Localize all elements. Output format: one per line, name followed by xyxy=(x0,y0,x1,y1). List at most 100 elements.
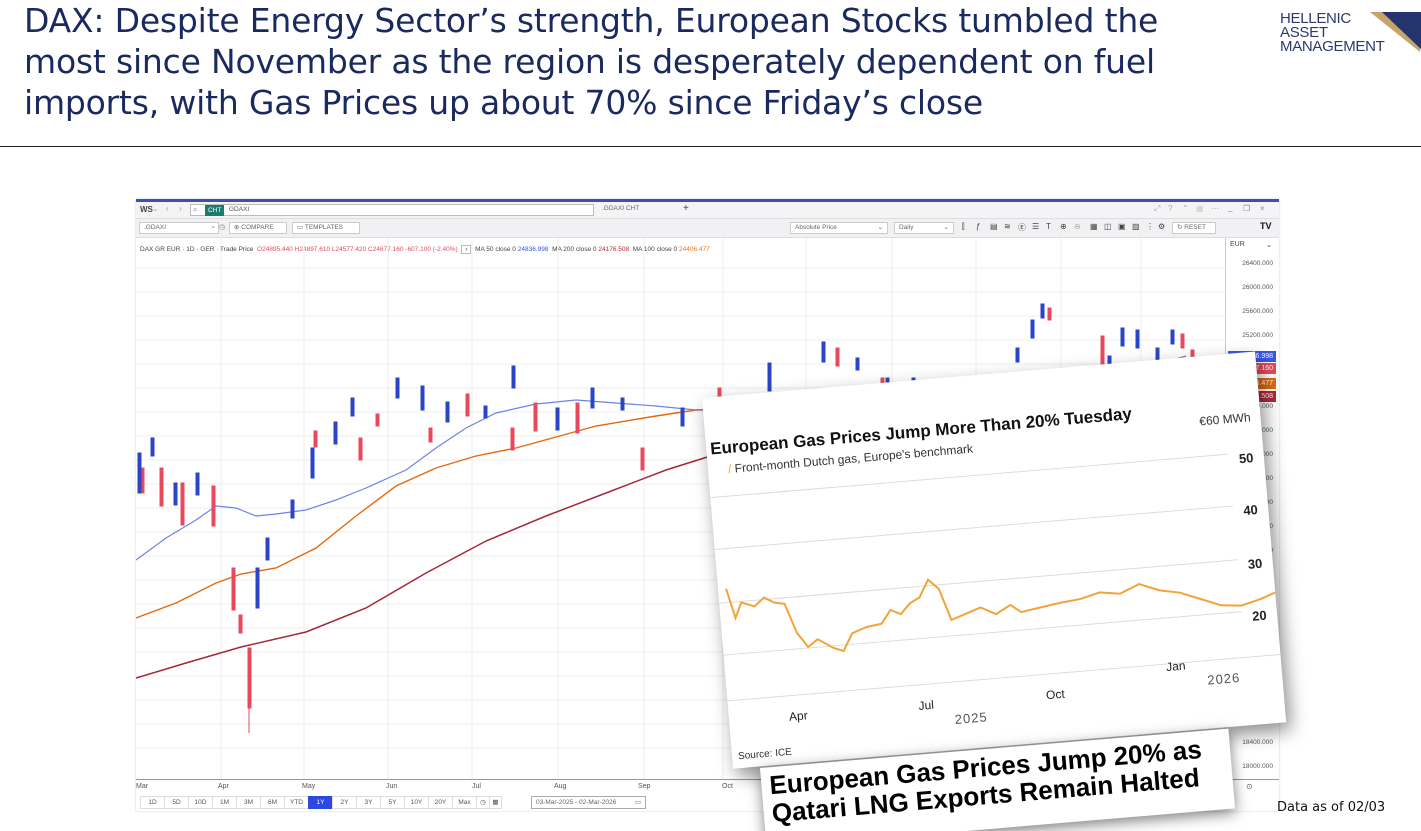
cht-badge: CHT xyxy=(205,205,225,216)
gas-year-label: 2025 xyxy=(954,709,989,727)
calendar-grid-icon[interactable]: ▦ xyxy=(489,796,502,809)
ma100-value: 24406.477 xyxy=(678,246,710,253)
price-type-select[interactable]: Absolute Price ⌄ xyxy=(790,222,888,234)
zoom-in-icon[interactable]: ⊕ xyxy=(1060,222,1067,231)
candle-type-icon[interactable]: ⫿ xyxy=(962,222,965,231)
range-1y[interactable]: 1Y xyxy=(308,796,332,809)
grid-icon[interactable]: ▦ xyxy=(1196,204,1204,213)
range-1m[interactable]: 1M xyxy=(212,796,236,809)
lines-icon[interactable]: ☰ xyxy=(1032,222,1040,231)
y-tick: 18400.000 xyxy=(1242,739,1273,746)
range-6m[interactable]: 6M xyxy=(260,796,284,809)
y-tick: 25200.000 xyxy=(1242,332,1273,339)
search-value: GDAXI xyxy=(229,206,250,213)
link-icon[interactable]: ⤢ xyxy=(1154,204,1161,213)
slide-title: DAX: Despite Energy Sector’s strength, E… xyxy=(24,1,1159,122)
ma100-label: MA 100 close 0 xyxy=(632,246,678,253)
back-arrow-icon[interactable]: ‹ xyxy=(166,204,169,213)
more-vertical-icon[interactable]: ⋮ xyxy=(1146,222,1154,231)
forward-arrow-icon[interactable]: › xyxy=(179,204,182,213)
command-search-input[interactable]: ⌕ CHT GDAXI xyxy=(190,204,594,216)
more-icon[interactable]: ⋯ xyxy=(1211,204,1219,213)
range-ytd[interactable]: YTD xyxy=(284,796,308,809)
legend-low: L24577.420 xyxy=(331,246,367,253)
search-icon: ⌕ xyxy=(193,205,198,214)
gear-icon[interactable]: ⚙ xyxy=(1158,222,1166,231)
legend-instrument: DAX GR EUR · 1D · GER · Trade Price xyxy=(140,246,254,253)
gas-x-tick: Jan xyxy=(1165,658,1187,675)
minimize-icon[interactable]: _ xyxy=(1228,203,1233,212)
indicator-icon[interactable]: ƒ xyxy=(976,222,981,231)
workspace-menu[interactable]: WS xyxy=(140,205,153,214)
reset-label: RESET xyxy=(1184,224,1206,231)
export-icon[interactable]: ▣ xyxy=(1118,222,1126,231)
chart-settings-icon[interactable]: ▨ xyxy=(1132,222,1140,231)
help-icon[interactable]: ? xyxy=(1168,204,1173,213)
range-5d[interactable]: 5D xyxy=(164,796,188,809)
study-icon[interactable]: ≋ xyxy=(1004,222,1011,231)
close-icon[interactable]: × xyxy=(1260,204,1265,213)
logo-text: HELLENIC ASSET MANAGEMENT xyxy=(1280,11,1385,55)
collapse-legend-button[interactable]: ‹ xyxy=(461,245,472,254)
logo-line-3: MANAGEMENT xyxy=(1280,38,1385,55)
range-max[interactable]: Max xyxy=(452,796,476,809)
templates-label: TEMPLATES xyxy=(304,224,344,231)
compare-button[interactable]: ⊕ COMPARE xyxy=(229,222,287,234)
y-tick: 18000.000 xyxy=(1242,763,1273,770)
range-20y[interactable]: 20Y xyxy=(428,796,452,809)
tradingview-logo: TV xyxy=(1260,221,1272,231)
y-tick: 25600.000 xyxy=(1242,308,1273,315)
panel-icon[interactable]: ◫ xyxy=(1104,222,1112,231)
calendar-icon: ▭ xyxy=(634,799,641,806)
legend-change: -607.100 (-2.40%) xyxy=(405,246,458,253)
logo-line-2: ASSET xyxy=(1280,24,1328,41)
layout-icon[interactable]: ▤ xyxy=(990,222,998,231)
gas-price-chart-card: European Gas Prices Jump More Than 20% T… xyxy=(702,351,1287,769)
date-range-input[interactable]: 03-Mar-2025 - 02-Mar-2026 ▭ xyxy=(531,796,646,809)
interval-select[interactable]: Daily ⌄ xyxy=(894,222,954,234)
zoom-out-icon[interactable]: ⊖ xyxy=(1074,222,1081,231)
terminal-top-bar: WS ⌄ ‹ › ⌕ CHT GDAXI .GDAXI CHT + ⤢ ? ⌃ … xyxy=(136,202,1279,219)
range-2y[interactable]: 2Y xyxy=(332,796,356,809)
range-10d[interactable]: 10D xyxy=(188,796,212,809)
range-10y[interactable]: 10Y xyxy=(404,796,428,809)
range-1d[interactable]: 1D xyxy=(140,796,164,809)
events-icon[interactable]: Ⓔ xyxy=(1018,223,1026,232)
x-tick: Apr xyxy=(218,783,229,790)
text-tool-icon[interactable]: T xyxy=(1046,222,1051,231)
ticker-value: .GDAXI xyxy=(144,224,167,231)
hellenic-logo: HELLENIC ASSET MANAGEMENT xyxy=(1280,11,1421,68)
x-tick: Mar xyxy=(136,783,149,790)
range-3m[interactable]: 3M xyxy=(236,796,260,809)
range-5y[interactable]: 5Y xyxy=(380,796,404,809)
compare-icon: ⊕ xyxy=(234,224,242,231)
data-date-note: Data as of 02/03 xyxy=(1277,800,1386,815)
range-3y[interactable]: 3Y xyxy=(356,796,380,809)
tab-gdaxi-cht[interactable]: .GDAXI CHT xyxy=(602,205,640,212)
chevron-down-icon: ⌄ xyxy=(1266,242,1272,249)
clock-icon[interactable]: ◷ xyxy=(476,796,489,809)
chevron-down-icon: ⌄ xyxy=(877,224,883,231)
clock-icon[interactable]: ◷ xyxy=(219,224,226,231)
chevron-down-icon[interactable]: ⌄ xyxy=(152,204,159,213)
ma50-value: 24836.998 xyxy=(517,246,549,253)
time-axis[interactable]: Mar Apr May Jun Jul Aug Sep Oct ⊙ xyxy=(136,779,1279,793)
chart-toolbar: .GDAXI ⌕ ◷ ⊕ COMPARE ▭ TEMPLATES Absolut… xyxy=(136,219,1279,238)
ticker-input[interactable]: .GDAXI ⌕ xyxy=(139,222,219,234)
legend-open: O24895.440 xyxy=(257,246,293,253)
collapse-icon[interactable]: ⌃ xyxy=(1182,204,1189,213)
gas-price-line-chart: 50 40 30 20 xyxy=(710,450,1281,702)
reset-icon: ↻ xyxy=(1177,224,1185,231)
restore-icon[interactable]: ❐ xyxy=(1243,204,1251,213)
interval-value: Daily xyxy=(899,224,914,231)
currency-select[interactable]: EUR ⌄ xyxy=(1230,241,1274,253)
date-range-value: 03-Mar-2025 - 02-Mar-2026 xyxy=(536,799,617,806)
axis-settings-icon[interactable]: ⊙ xyxy=(1246,782,1253,791)
table-icon[interactable]: ▦ xyxy=(1090,222,1098,231)
logo-navy-stripe xyxy=(1382,12,1421,52)
gas-year-label: 2026 xyxy=(1206,669,1241,688)
add-tab-button[interactable]: + xyxy=(683,203,689,214)
gas-x-tick: Oct xyxy=(1045,686,1066,703)
reset-button[interactable]: ↻ RESET xyxy=(1172,222,1216,234)
templates-button[interactable]: ▭ TEMPLATES xyxy=(292,222,360,234)
